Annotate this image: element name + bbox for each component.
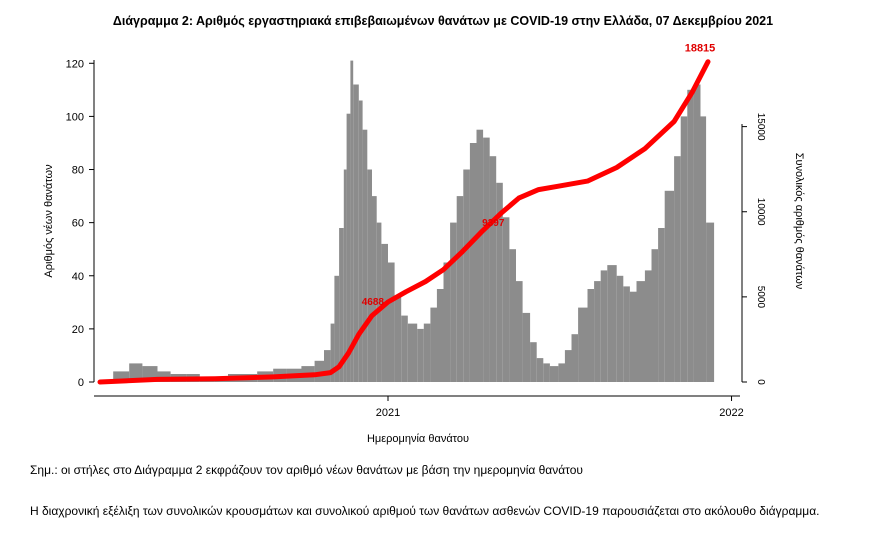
bar xyxy=(346,113,351,382)
bar xyxy=(358,100,363,382)
annotation-label: 18815 xyxy=(685,43,716,55)
bar xyxy=(644,270,652,382)
bar xyxy=(549,366,559,382)
bar xyxy=(571,334,579,382)
bar xyxy=(623,286,630,382)
bar xyxy=(587,289,595,382)
bar xyxy=(496,182,503,382)
bar xyxy=(372,196,377,382)
bar xyxy=(607,265,617,382)
annotation-label: 4688 xyxy=(362,297,385,308)
bar xyxy=(536,358,544,382)
bar xyxy=(651,249,659,382)
bar xyxy=(417,328,424,382)
y-axis-label-left: Αριθμός νέων θανάτων xyxy=(43,164,55,278)
bar xyxy=(423,323,431,382)
bar xyxy=(343,169,347,382)
bar xyxy=(330,323,335,382)
bar xyxy=(394,297,402,382)
right-tick-label: 10000 xyxy=(755,198,766,226)
bar xyxy=(564,350,572,382)
bar xyxy=(706,222,715,382)
right-tick-label: 0 xyxy=(755,379,766,385)
bar xyxy=(543,363,550,382)
bar xyxy=(407,323,418,382)
description-paragraph: Η διαχρονική εξέλιξη των συνολικών κρουσ… xyxy=(30,504,820,518)
bar xyxy=(476,129,484,382)
cumulative-line-layer xyxy=(97,59,711,385)
bar xyxy=(367,169,372,382)
x-tick-label: 2022 xyxy=(719,407,743,419)
left-tick-label: 120 xyxy=(66,58,84,70)
bar xyxy=(700,116,707,383)
bar xyxy=(483,137,490,382)
bar xyxy=(636,281,645,382)
annotation-label: 9397 xyxy=(482,218,505,229)
bar xyxy=(436,289,444,382)
bar xyxy=(658,228,665,382)
bar xyxy=(509,249,516,382)
left-tick-label: 0 xyxy=(78,377,84,389)
bar-series xyxy=(113,60,715,383)
bar xyxy=(339,228,344,382)
bar xyxy=(450,222,457,382)
bar xyxy=(616,275,624,382)
left-tick-label: 100 xyxy=(66,111,84,123)
cumulative-line xyxy=(97,59,711,385)
annotations: 18815 4688 9397 xyxy=(362,43,716,309)
axes xyxy=(93,60,743,397)
bar xyxy=(687,89,694,383)
right-tick-label: 5000 xyxy=(755,286,766,309)
bar xyxy=(350,60,354,382)
x-axis-ticks: 2021 2022 xyxy=(376,396,744,419)
x-tick-label: 2021 xyxy=(376,407,400,419)
left-tick-label: 40 xyxy=(72,271,84,283)
bar xyxy=(578,307,588,382)
bar xyxy=(334,275,340,382)
bar xyxy=(443,262,451,382)
bar xyxy=(629,291,637,382)
bar xyxy=(463,169,470,382)
bar xyxy=(469,143,477,382)
bar xyxy=(558,363,565,382)
y-axis-label-right: Συνολικός αριθμός θανάτων xyxy=(793,153,805,290)
bar xyxy=(680,116,688,383)
bar xyxy=(502,217,510,382)
bar xyxy=(362,129,368,382)
bar xyxy=(388,262,395,382)
bar xyxy=(324,350,331,382)
left-tick-label: 80 xyxy=(72,165,84,177)
bar xyxy=(353,84,359,382)
bar xyxy=(516,281,523,382)
left-tick-label: 20 xyxy=(72,324,84,336)
x-axis-label: Ημερομηνία θανάτου xyxy=(367,433,469,445)
bar xyxy=(530,342,537,382)
bar xyxy=(674,156,681,382)
chart-title: Διάγραμμα 2: Αριθμός εργαστηριακά επιβεβ… xyxy=(112,14,774,28)
left-axis-ticks: 0 20 40 60 80 100 120 xyxy=(66,58,94,389)
bar xyxy=(594,281,601,382)
bar xyxy=(489,156,497,382)
bar xyxy=(113,371,130,382)
bar xyxy=(157,371,171,382)
bar xyxy=(430,307,437,382)
bar xyxy=(456,196,464,382)
bar xyxy=(600,270,608,382)
bar xyxy=(314,360,324,382)
bar xyxy=(693,84,701,382)
bar xyxy=(401,315,408,382)
bar xyxy=(376,222,382,382)
chart-area: 0 20 40 60 80 100 120 0 5000 10000 15000 2021 2022… xyxy=(43,43,805,445)
right-tick-label: 15000 xyxy=(755,113,766,141)
footnote: Σημ.: οι στήλες στο Διάγραμμα 2 εκφράζου… xyxy=(30,463,583,477)
right-axis-ticks: 0 5000 10000 15000 xyxy=(742,113,766,385)
bar xyxy=(664,190,675,382)
bar xyxy=(381,243,388,382)
left-tick-label: 60 xyxy=(72,218,84,230)
bar xyxy=(129,363,143,382)
bar xyxy=(522,312,531,382)
